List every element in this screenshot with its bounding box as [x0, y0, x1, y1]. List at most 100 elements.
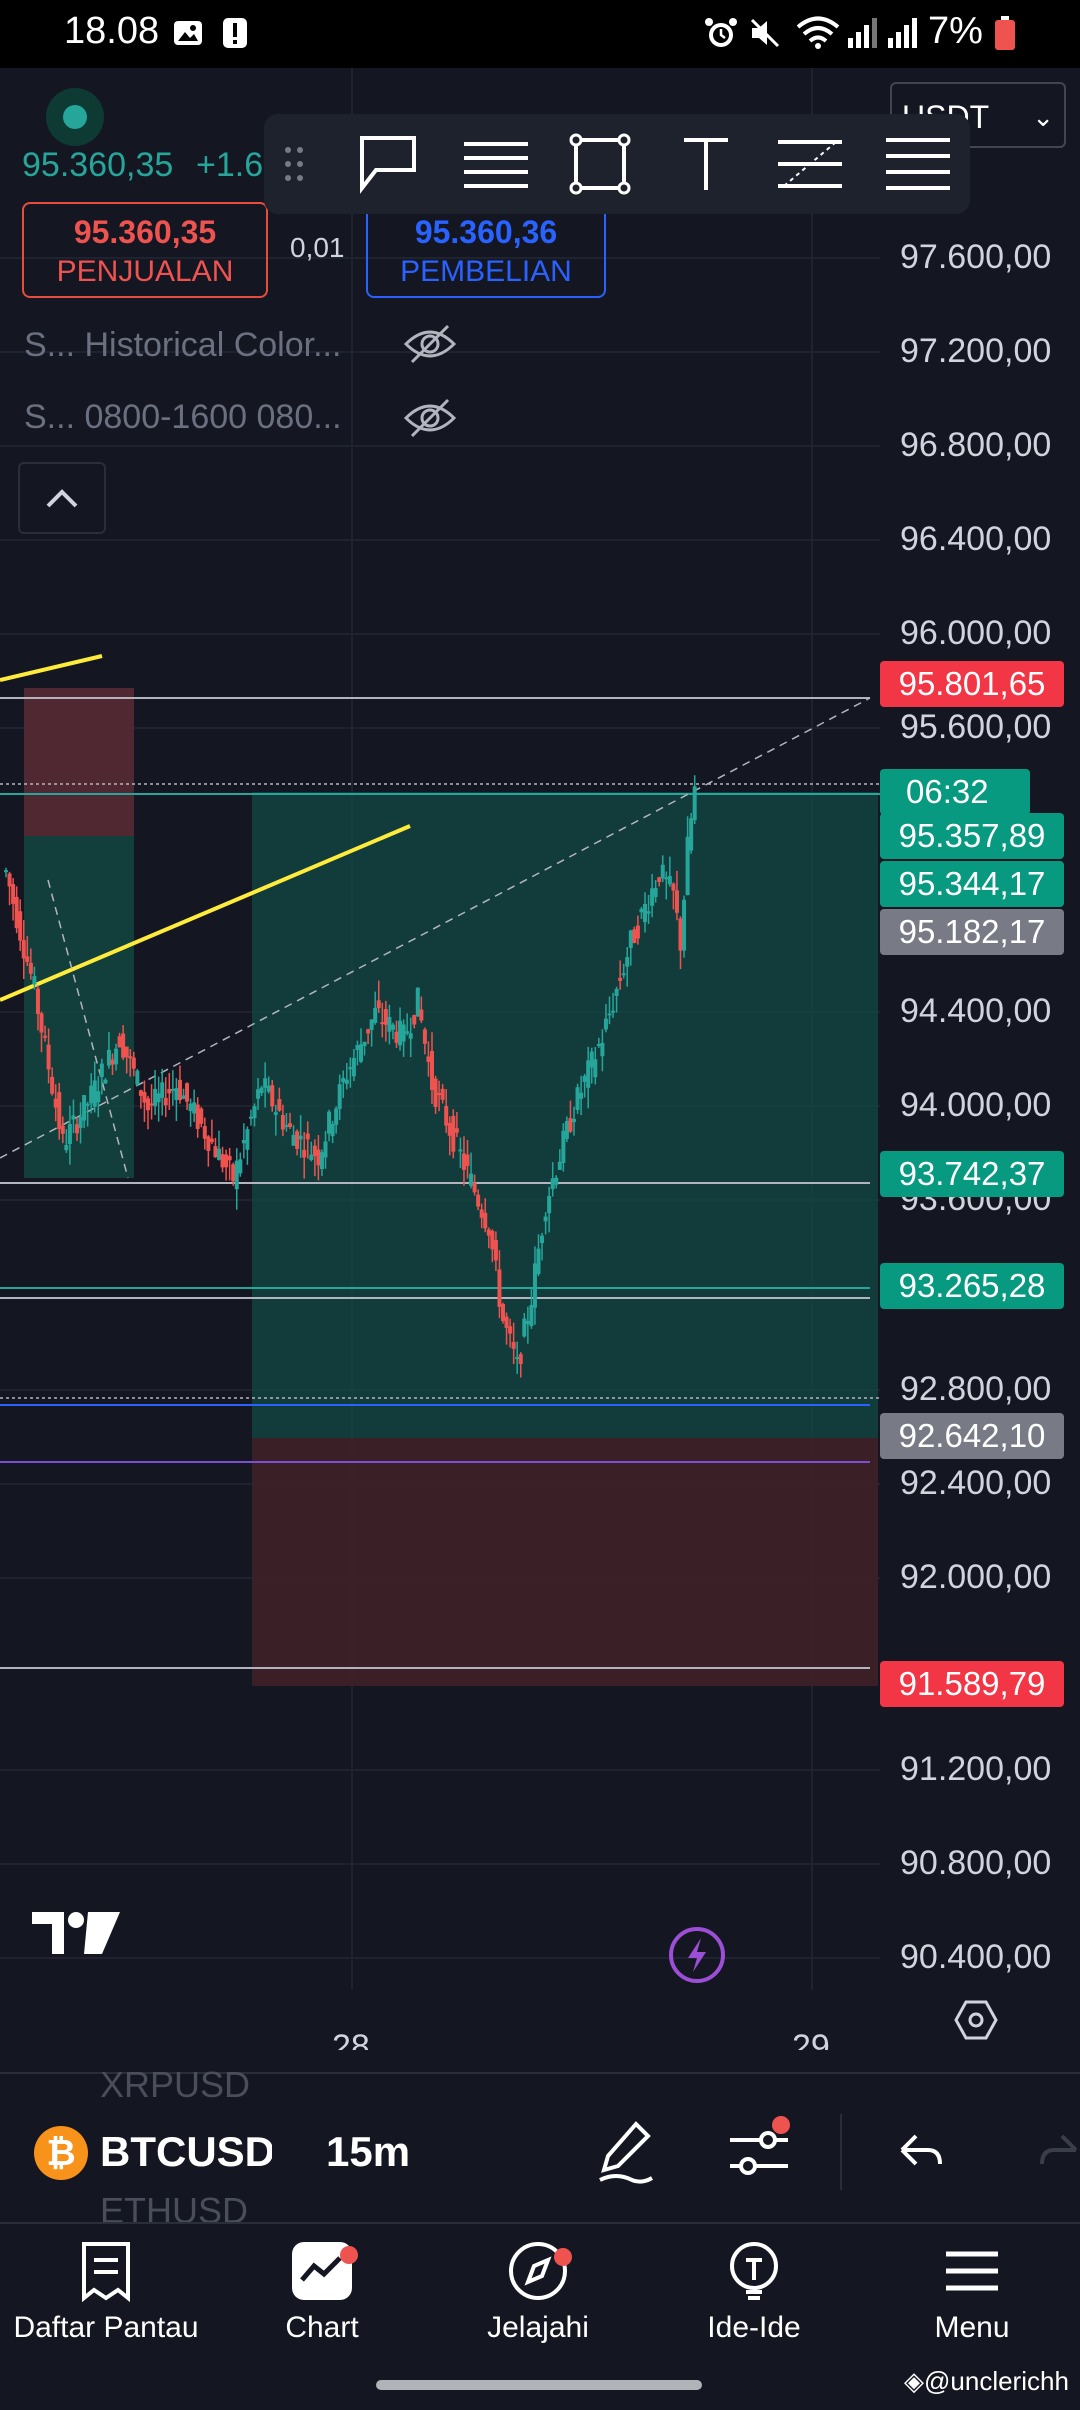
candle-body — [206, 1136, 211, 1151]
symbol-prev[interactable]: XRPUSD — [100, 2064, 251, 2105]
candle-body — [483, 1212, 488, 1229]
drawing-pen-icon[interactable] — [596, 2118, 656, 2188]
candle-body — [89, 1085, 94, 1104]
watermark: ◈@unclerichh — [904, 2366, 1069, 2396]
chart-settings-icon[interactable] — [954, 1998, 998, 2042]
candle-body — [295, 1131, 300, 1149]
callout-tool-icon[interactable] — [356, 132, 420, 196]
status-bar: 18.08 7% — [0, 0, 1080, 68]
spread-value: 0,01 — [290, 232, 345, 263]
candle-body — [334, 1108, 339, 1125]
candle-body — [131, 1057, 136, 1069]
undo-icon[interactable] — [898, 2128, 944, 2178]
rectangle-tool-icon[interactable] — [568, 132, 632, 196]
nav-menu[interactable]: Menu — [872, 2240, 1072, 2345]
price-scale-label: 95.600,00 — [900, 708, 1052, 746]
candle-body — [632, 929, 637, 943]
sell-label: PENJUALAN — [56, 255, 234, 288]
nav-chart[interactable]: Chart — [222, 2240, 422, 2345]
candle-body — [202, 1126, 207, 1139]
interval-selector[interactable]: 15m — [326, 2128, 411, 2175]
candle-body — [316, 1149, 321, 1166]
nav-ideas[interactable]: Ide-Ide — [654, 2240, 854, 2345]
tradingview-logo — [32, 1912, 120, 1954]
candle-body — [472, 1182, 477, 1193]
candle-body — [32, 976, 37, 985]
sell-button[interactable]: 95.360,35 PENJUALAN — [22, 202, 268, 298]
candle-body — [291, 1134, 296, 1146]
fib-extension-tool-icon[interactable] — [884, 134, 952, 194]
loss-zone-left — [24, 688, 134, 836]
status-time: 18.08 — [64, 10, 160, 52]
lightbulb-icon — [730, 2242, 778, 2300]
candle-body — [96, 1091, 101, 1103]
nav-label: Jelajahi — [487, 2311, 589, 2344]
chart-area[interactable]: 97.600,00 97.200,00 96.800,00 96.400,00 96.0… — [0, 68, 1080, 2050]
candle-body — [298, 1135, 303, 1140]
candle-body — [383, 1009, 388, 1025]
candle-body — [174, 1088, 179, 1101]
drag-handle-icon[interactable] — [282, 144, 306, 184]
candle-body — [135, 1070, 140, 1085]
candle-body — [568, 1118, 573, 1132]
price-chart[interactable] — [0, 68, 1080, 2050]
drawing-toolbar[interactable] — [264, 114, 970, 214]
candle-body — [138, 1090, 143, 1096]
x-axis-label: 29 — [792, 2028, 830, 2050]
candle-body — [376, 1000, 381, 1009]
price-scale-label: 90.800,00 — [900, 1844, 1052, 1882]
buy-button[interactable]: 95.360,36 PEMBELIAN — [366, 202, 606, 298]
home-indicator[interactable] — [376, 2380, 702, 2390]
candle-body — [192, 1102, 197, 1114]
collapse-legend-button[interactable] — [18, 462, 106, 534]
alert-icon — [223, 18, 247, 48]
text-tool-icon[interactable] — [678, 134, 734, 194]
candle-body — [149, 1103, 154, 1106]
price-scale-label: 97.200,00 — [900, 332, 1052, 370]
divider — [840, 2114, 842, 2190]
candle-body — [217, 1148, 221, 1160]
candle-body — [146, 1098, 150, 1111]
parallel-lines-tool-icon[interactable] — [462, 136, 530, 192]
candle-body — [234, 1160, 239, 1190]
candle-body — [11, 884, 16, 904]
fib-retracement-tool-icon[interactable] — [776, 134, 844, 194]
candle-body — [199, 1108, 204, 1124]
candle-body — [628, 930, 633, 948]
candle-body — [415, 987, 420, 1017]
wifi-icon — [796, 16, 840, 49]
nav-watchlist[interactable]: Daftar Pantau — [6, 2240, 206, 2345]
candle-body — [25, 956, 30, 963]
candle-body — [53, 1098, 58, 1108]
candle-body — [408, 1033, 413, 1039]
symbol-name[interactable]: BTCUSDT — [100, 2128, 272, 2175]
candle-body — [270, 1085, 275, 1107]
nav-explore[interactable]: Jelajahi — [438, 2240, 638, 2345]
price-scale-label: 92.000,00 — [900, 1558, 1052, 1596]
candle-body — [440, 1088, 445, 1100]
eye-off-icon[interactable] — [402, 396, 458, 440]
flash-icon[interactable] — [668, 1926, 726, 1984]
candle-body — [657, 877, 662, 883]
candle-body — [564, 1121, 569, 1139]
candle-body — [639, 908, 644, 913]
indicator-label[interactable]: S... Historical Color... — [24, 326, 342, 364]
candle-body — [121, 1033, 126, 1058]
candle-body — [14, 896, 19, 929]
price-scale-label: 96.400,00 — [900, 520, 1052, 558]
candle-body — [380, 1022, 385, 1025]
candle-body — [504, 1316, 509, 1328]
eye-off-icon[interactable] — [402, 322, 458, 366]
candle-body — [536, 1248, 541, 1275]
candle-body — [75, 1124, 79, 1134]
indicator-label[interactable]: S... 0800-1600 080... — [24, 398, 342, 436]
redo-icon[interactable] — [1040, 2128, 1080, 2178]
candle-body — [7, 873, 12, 887]
price-scale-label: 94.000,00 — [900, 1086, 1052, 1124]
price-scale-label: 94.400,00 — [900, 992, 1052, 1030]
nav-label: Menu — [934, 2311, 1010, 2344]
candle-body — [259, 1087, 264, 1094]
trend-line — [0, 654, 103, 682]
indicators-settings-icon[interactable] — [726, 2122, 792, 2184]
candle-body — [674, 890, 679, 913]
